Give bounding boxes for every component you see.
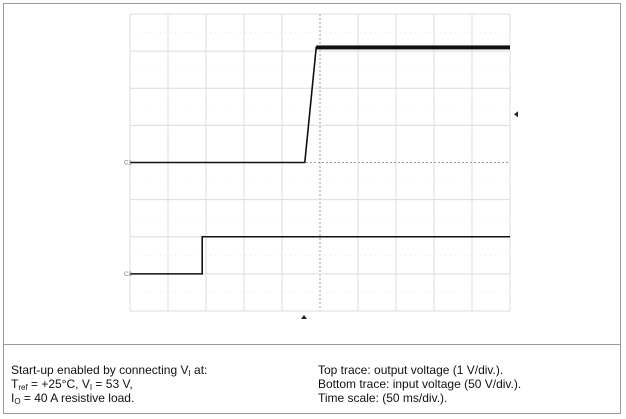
caption-left: Start-up enabled by connecting VI at: Tr… <box>11 363 208 406</box>
trigger-level-marker <box>514 111 518 118</box>
channel-label-c1: C1 <box>124 161 132 167</box>
caption-left-line-1: Start-up enabled by connecting VI at: <box>11 363 208 378</box>
caption-right-line-1: Top trace: output voltage (1 V/div.). <box>318 363 504 377</box>
channel-label-c2: C2 <box>124 272 132 278</box>
caption-left-line-3: IO = 40 A resistive load. <box>11 391 135 406</box>
trigger-time-marker <box>301 315 307 319</box>
traces: C1 C2 <box>124 45 510 278</box>
caption-divider <box>3 344 621 345</box>
caption-right: Top trace: output voltage (1 V/div.). Bo… <box>318 363 521 405</box>
trace-c1 <box>130 46 510 164</box>
trace-c2 <box>130 235 510 275</box>
figure-frame <box>3 3 621 414</box>
caption-right-line-3: Time scale: (50 ms/div.). <box>318 391 448 405</box>
caption-left-line-2: Tref = +25°C, VI = 53 V, <box>11 377 133 392</box>
trace-c1-high-level <box>316 45 510 50</box>
caption-right-line-2: Bottom trace: input voltage (50 V/div.). <box>318 377 522 391</box>
markers <box>301 111 518 319</box>
